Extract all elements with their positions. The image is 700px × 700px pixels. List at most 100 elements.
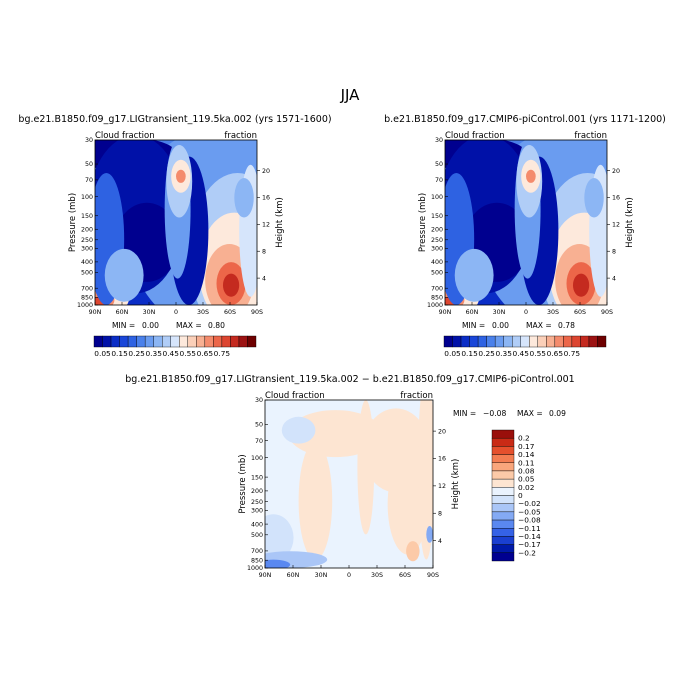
colorbar-label: 0.35 bbox=[495, 349, 512, 358]
min-label: MIN = bbox=[112, 321, 135, 330]
y-right-tick-label: 12 bbox=[438, 483, 446, 490]
max-value: 0.78 bbox=[558, 321, 575, 330]
right-string: fraction bbox=[400, 391, 433, 401]
colorbar-label: 0.25 bbox=[128, 349, 145, 358]
colorbar-swatch bbox=[588, 335, 598, 348]
colorbar-swatch bbox=[491, 470, 515, 480]
y-tick-label: 150 bbox=[251, 474, 263, 481]
contour-band bbox=[265, 559, 291, 568]
y-axis-label: Pressure (mb) bbox=[68, 193, 78, 252]
colorbar-label: 0.02 bbox=[518, 483, 534, 492]
contour-band bbox=[526, 169, 536, 183]
max-label: MAX = bbox=[176, 321, 202, 330]
contour-band bbox=[265, 551, 328, 568]
colorbar-label: −0.08 bbox=[518, 516, 541, 525]
y-right-tick-label: 20 bbox=[262, 168, 270, 175]
colorbar-label: −0.2 bbox=[518, 548, 536, 557]
contour-band bbox=[572, 273, 590, 297]
colorbar-swatch bbox=[546, 335, 556, 348]
colorbar-swatch bbox=[520, 335, 530, 348]
colorbar-label: 0.45 bbox=[513, 349, 530, 358]
colorbar-swatch bbox=[144, 335, 154, 348]
min-label: MIN = bbox=[453, 409, 476, 418]
x-tick-label: 90S bbox=[427, 572, 439, 579]
y-tick-label: 100 bbox=[81, 194, 93, 201]
y-tick-label: 100 bbox=[251, 455, 263, 462]
colorbar-swatch bbox=[491, 478, 515, 488]
colorbar-label: 0.55 bbox=[530, 349, 547, 358]
colorbar-swatch bbox=[491, 462, 515, 472]
y-tick-label: 700 bbox=[251, 548, 263, 555]
colorbar-swatch bbox=[452, 335, 462, 348]
colorbar-label: 0.14 bbox=[518, 450, 535, 459]
contour-band bbox=[406, 541, 420, 562]
y-right-tick-label: 8 bbox=[612, 248, 616, 255]
colorbar-swatch bbox=[136, 335, 146, 348]
y-tick-label: 700 bbox=[431, 285, 443, 292]
left-string: Cloud fraction bbox=[445, 131, 505, 141]
colorbar-label: 0.65 bbox=[197, 349, 214, 358]
x-tick-label: 60S bbox=[399, 572, 411, 579]
y-tick-label: 50 bbox=[435, 161, 443, 168]
y-tick-label: 700 bbox=[81, 285, 93, 292]
y-right-tick-label: 4 bbox=[612, 275, 616, 282]
x-tick-label: 30S bbox=[197, 309, 209, 316]
colorbar-label: 0.25 bbox=[478, 349, 495, 358]
y-right-tick-label: 4 bbox=[262, 275, 266, 282]
colorbar-right: 0.05 0.15 0.25 0.35 0.45 0.55 0.65 0.75 bbox=[443, 335, 607, 358]
y-right-tick-label: 16 bbox=[262, 195, 270, 202]
y-tick-label: 1000 bbox=[77, 302, 93, 309]
x-tick-label: 30S bbox=[371, 572, 383, 579]
y-tick-label: 250 bbox=[81, 237, 93, 244]
colorbar-swatch bbox=[491, 519, 515, 529]
colorbar-swatch bbox=[491, 495, 515, 504]
right-string: fraction bbox=[574, 131, 607, 141]
max-value: 0.80 bbox=[208, 321, 225, 330]
y-tick-label: 1000 bbox=[247, 565, 263, 572]
x-tick-label: 90N bbox=[259, 572, 272, 579]
colorbar-swatch bbox=[563, 335, 573, 348]
contour-band bbox=[281, 416, 316, 444]
left-string: Cloud fraction bbox=[265, 391, 325, 401]
colorbar-swatch bbox=[162, 335, 171, 348]
colorbar-label: −0.14 bbox=[518, 532, 541, 541]
x-tick-label: 60S bbox=[574, 309, 586, 316]
contour-band bbox=[454, 248, 494, 302]
colorbar-swatch bbox=[491, 511, 515, 521]
y-tick-label: 850 bbox=[81, 295, 93, 302]
y-tick-label: 500 bbox=[81, 270, 93, 277]
colorbar-label: 0.05 bbox=[444, 349, 461, 358]
x-tick-label: 60N bbox=[116, 309, 129, 316]
colorbar-swatch bbox=[187, 335, 197, 348]
y-axis-label: Pressure (mb) bbox=[418, 193, 428, 252]
y-tick-label: 1000 bbox=[427, 302, 443, 309]
contour-band bbox=[584, 177, 604, 218]
contour-band bbox=[265, 514, 294, 562]
y-tick-label: 250 bbox=[431, 237, 443, 244]
colorbar-label: −0.02 bbox=[518, 499, 541, 508]
colorbar-swatch bbox=[597, 335, 607, 348]
x-tick-label: 30N bbox=[315, 572, 328, 579]
panel-title: bg.e21.B1850.f09_g17.LIGtransient_119.5k… bbox=[18, 114, 331, 125]
colorbar-swatch bbox=[491, 487, 515, 496]
colorbar-swatch bbox=[491, 528, 515, 537]
figure-suptitle: JJA bbox=[340, 86, 361, 104]
max-value: 0.09 bbox=[549, 409, 566, 418]
y-right-tick-label: 16 bbox=[438, 456, 446, 463]
colorbar-swatch bbox=[196, 335, 206, 348]
y-right-tick-label: 12 bbox=[262, 222, 270, 229]
x-tick-label: 30S bbox=[547, 309, 559, 316]
colorbar-swatch bbox=[494, 335, 504, 348]
colorbar-label: 0 bbox=[518, 491, 523, 500]
colorbar-swatch bbox=[571, 335, 581, 348]
x-tick-label: 60N bbox=[466, 309, 479, 316]
colorbar-swatch bbox=[204, 335, 214, 348]
x-tick-label: 90N bbox=[439, 309, 452, 316]
x-tick-label: 30N bbox=[493, 309, 506, 316]
colorbar-label: 0.75 bbox=[214, 349, 231, 358]
y-right-tick-label: 20 bbox=[612, 168, 620, 175]
colorbar-swatch bbox=[443, 335, 453, 348]
max-label: MAX = bbox=[517, 409, 543, 418]
colorbar-label: −0.05 bbox=[518, 507, 541, 516]
colorbar-swatch bbox=[247, 335, 257, 348]
